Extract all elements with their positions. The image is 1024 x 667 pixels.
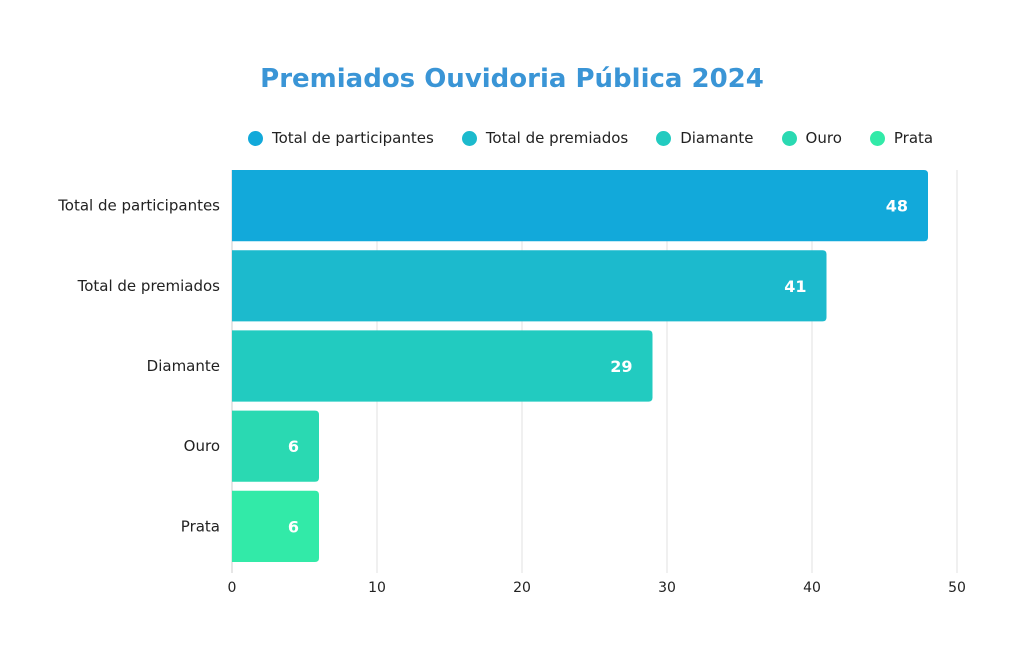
legend-dot-icon — [461, 130, 477, 146]
x-tick-label: 30 — [658, 580, 676, 596]
bar[interactable] — [232, 330, 653, 402]
legend-label: Prata — [893, 129, 934, 147]
legend-item[interactable]: Total de premiados — [461, 129, 629, 147]
legend-item[interactable]: Diamante — [656, 129, 754, 147]
legend-label: Diamante — [680, 129, 754, 147]
chart-title: Premiados Ouvidoria Pública 2024 — [260, 64, 764, 94]
legend-dot-icon — [781, 130, 797, 146]
legend-item[interactable]: Prata — [869, 129, 934, 147]
x-tick-label: 10 — [368, 580, 386, 596]
bar[interactable] — [232, 250, 827, 322]
category-label: Total de participantes — [57, 197, 220, 215]
legend-item[interactable]: Ouro — [781, 129, 842, 147]
legend-label: Total de participantes — [272, 129, 434, 147]
bar-value-label: 41 — [784, 277, 806, 296]
bar-value-label: 6 — [288, 437, 299, 456]
legend-dot-icon — [656, 130, 672, 146]
legend-dot-icon — [248, 130, 263, 146]
bar[interactable] — [232, 170, 928, 242]
legend-item[interactable]: Total de participantes — [248, 129, 434, 147]
bar-value-label: 48 — [886, 197, 908, 216]
bar[interactable] — [232, 490, 319, 562]
bar[interactable] — [232, 410, 319, 482]
legend-dot-icon — [869, 130, 885, 146]
category-label: Total de premiados — [77, 277, 221, 295]
x-tick-label: 50 — [948, 580, 966, 596]
legend-label: Ouro — [805, 129, 842, 147]
category-label: Ouro — [184, 437, 220, 455]
bar-value-label: 6 — [288, 517, 299, 536]
legend-label: Total de premiados — [485, 129, 629, 147]
x-tick-label: 20 — [513, 580, 531, 596]
x-tick-label: 40 — [803, 580, 821, 596]
category-label: Diamante — [147, 357, 220, 375]
bar-value-label: 29 — [610, 357, 632, 376]
x-tick-label: 0 — [228, 580, 237, 596]
legend: Total de participantes Total de premiados… — [248, 129, 961, 147]
category-label: Prata — [181, 517, 220, 535]
